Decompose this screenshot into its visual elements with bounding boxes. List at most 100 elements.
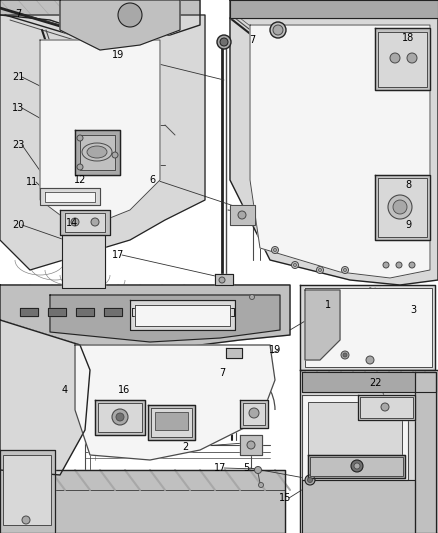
Polygon shape	[360, 397, 413, 418]
Polygon shape	[226, 348, 242, 358]
Polygon shape	[230, 0, 438, 18]
Polygon shape	[20, 308, 38, 316]
Polygon shape	[216, 308, 234, 316]
Polygon shape	[302, 480, 415, 533]
Bar	[3, 455, 51, 525]
Circle shape	[258, 482, 264, 488]
Text: 17: 17	[112, 250, 124, 260]
Polygon shape	[95, 400, 145, 435]
Circle shape	[238, 211, 246, 219]
Polygon shape	[135, 305, 230, 326]
Text: 1: 1	[325, 300, 331, 310]
Circle shape	[77, 135, 83, 141]
Bar	[308, 402, 402, 472]
Circle shape	[305, 475, 315, 485]
Polygon shape	[230, 0, 438, 285]
Circle shape	[91, 218, 99, 226]
Text: 21: 21	[12, 72, 24, 82]
Circle shape	[77, 164, 83, 170]
Circle shape	[273, 248, 276, 252]
Text: 15: 15	[279, 493, 291, 503]
Polygon shape	[188, 308, 206, 316]
Circle shape	[343, 353, 347, 357]
Polygon shape	[310, 457, 403, 476]
Polygon shape	[240, 400, 268, 428]
Polygon shape	[300, 285, 435, 370]
Circle shape	[351, 460, 363, 472]
Polygon shape	[50, 295, 280, 342]
Polygon shape	[76, 308, 94, 316]
Text: 7: 7	[15, 9, 21, 19]
Polygon shape	[75, 345, 275, 460]
Polygon shape	[300, 370, 438, 533]
Text: 7: 7	[219, 368, 225, 378]
Text: 9: 9	[405, 220, 411, 230]
Text: 4: 4	[62, 385, 68, 395]
Polygon shape	[243, 403, 265, 425]
Circle shape	[220, 38, 228, 46]
Text: 8: 8	[405, 180, 411, 190]
Circle shape	[381, 403, 389, 411]
Text: 20: 20	[12, 220, 24, 230]
Circle shape	[247, 441, 255, 449]
Polygon shape	[104, 308, 122, 316]
Circle shape	[112, 152, 118, 158]
Ellipse shape	[87, 146, 107, 158]
Polygon shape	[358, 395, 415, 420]
Ellipse shape	[82, 143, 112, 161]
Circle shape	[407, 53, 417, 63]
Text: 6: 6	[149, 175, 155, 185]
Circle shape	[341, 351, 349, 359]
Circle shape	[342, 266, 349, 273]
Circle shape	[354, 463, 360, 469]
Polygon shape	[250, 25, 430, 278]
Circle shape	[118, 3, 142, 27]
Circle shape	[71, 218, 79, 226]
Circle shape	[307, 478, 312, 482]
Polygon shape	[130, 300, 235, 330]
Text: 17: 17	[214, 463, 226, 473]
Text: 2: 2	[182, 442, 188, 452]
Circle shape	[318, 269, 321, 271]
Polygon shape	[378, 178, 427, 237]
Circle shape	[219, 277, 225, 283]
Circle shape	[409, 262, 415, 268]
Polygon shape	[80, 135, 115, 170]
Circle shape	[343, 269, 346, 271]
Circle shape	[393, 200, 407, 214]
Text: 3: 3	[410, 305, 416, 315]
Polygon shape	[378, 32, 427, 87]
Circle shape	[112, 409, 128, 425]
Bar	[155, 412, 188, 430]
Polygon shape	[215, 274, 233, 285]
Circle shape	[217, 35, 231, 49]
Polygon shape	[75, 130, 120, 175]
Polygon shape	[230, 205, 255, 225]
Polygon shape	[305, 288, 432, 367]
Circle shape	[116, 413, 124, 421]
Circle shape	[273, 25, 283, 35]
Text: 22: 22	[369, 378, 381, 388]
Text: 23: 23	[12, 140, 24, 150]
Polygon shape	[375, 28, 430, 90]
Circle shape	[390, 53, 400, 63]
Polygon shape	[98, 403, 142, 432]
Circle shape	[388, 195, 412, 219]
Text: 14: 14	[66, 218, 78, 228]
Text: 19: 19	[112, 50, 124, 60]
Polygon shape	[375, 175, 430, 240]
Text: 7: 7	[249, 35, 255, 45]
Circle shape	[249, 408, 259, 418]
Circle shape	[270, 22, 286, 38]
Polygon shape	[45, 192, 95, 202]
Circle shape	[22, 516, 30, 524]
Text: 16: 16	[118, 385, 130, 395]
Text: 19: 19	[269, 345, 281, 355]
Text: 11: 11	[26, 177, 38, 187]
Polygon shape	[48, 308, 66, 316]
Polygon shape	[240, 435, 262, 455]
Polygon shape	[0, 0, 200, 40]
Circle shape	[292, 262, 299, 269]
Polygon shape	[302, 372, 436, 392]
Polygon shape	[302, 395, 408, 480]
